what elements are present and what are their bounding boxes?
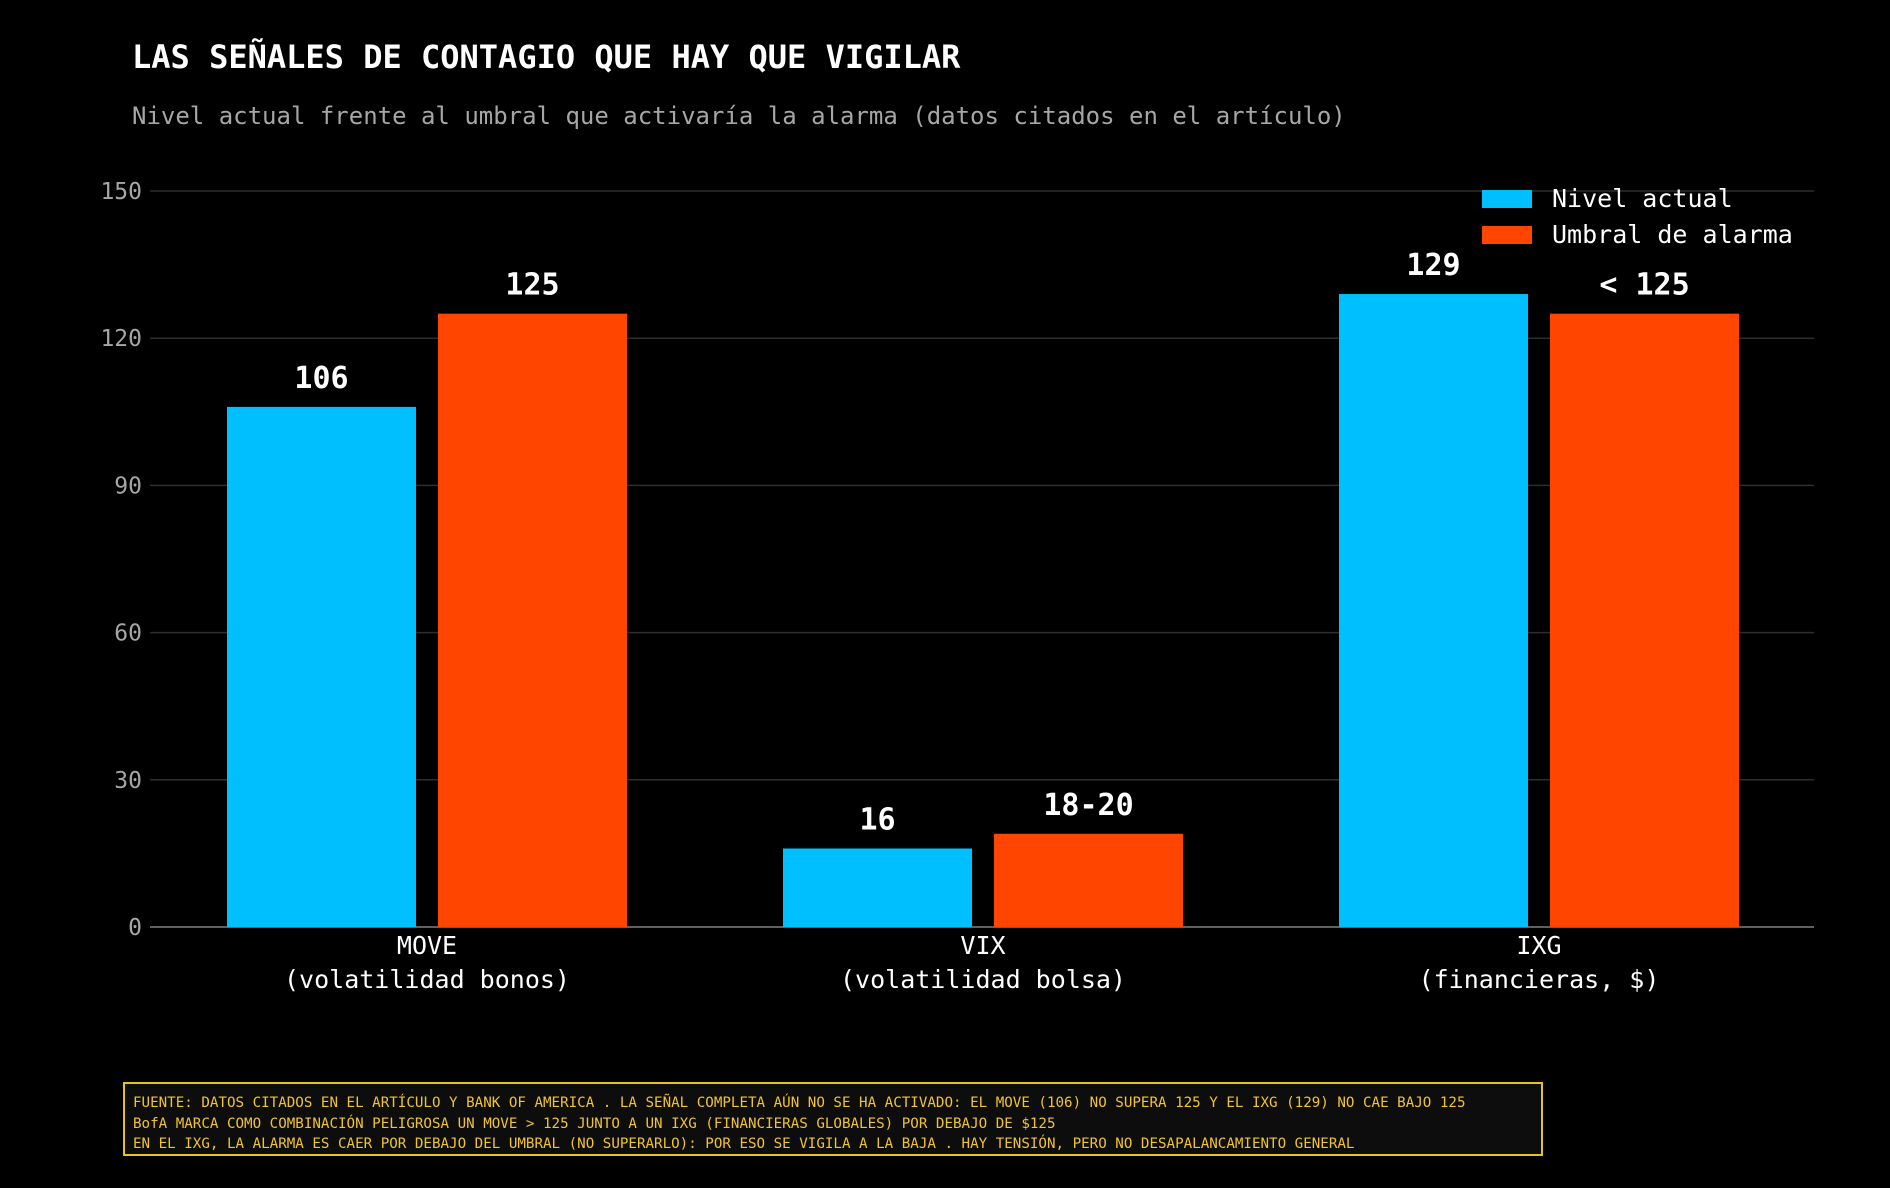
x-tick-label: (volatilidad bolsa) bbox=[840, 965, 1126, 994]
legend-label: Nivel actual bbox=[1552, 184, 1733, 213]
x-axis-ticks: MOVE (volatilidad bonos) VIX (volatilidad b… bbox=[284, 931, 1659, 994]
legend: Nivel actual Umbral de alarma bbox=[1482, 184, 1793, 249]
grid-lines bbox=[150, 190, 1814, 928]
source-note-line: FUENTE: DATOS CITADOS EN EL ARTÍCULO Y B… bbox=[133, 1095, 1466, 1111]
bar bbox=[1550, 313, 1739, 928]
bar bbox=[438, 313, 627, 928]
x-tick-label: VIX bbox=[960, 931, 1005, 960]
bar-value-label: 16 bbox=[859, 802, 895, 837]
data-labels: 106 125 16 18-20 129 < 125 bbox=[294, 248, 1689, 837]
y-tick-label: 60 bbox=[114, 621, 142, 647]
bar bbox=[994, 833, 1183, 927]
bar-value-label: 18-20 bbox=[1043, 788, 1133, 823]
y-tick-label: 150 bbox=[100, 179, 142, 205]
bar-value-label: < 125 bbox=[1599, 268, 1689, 303]
y-tick-label: 30 bbox=[114, 768, 142, 794]
x-tick-label: (volatilidad bonos) bbox=[284, 965, 570, 994]
bar-value-label: 129 bbox=[1406, 248, 1460, 283]
y-axis-ticks: 0 30 60 90 120 150 bbox=[100, 179, 142, 941]
source-note-line: EN EL IXG, LA ALARMA ES CAER POR DEBAJO … bbox=[133, 1136, 1355, 1152]
bars bbox=[227, 294, 1739, 928]
x-tick-label: IXG bbox=[1516, 931, 1561, 960]
source-note: FUENTE: DATOS CITADOS EN EL ARTÍCULO Y B… bbox=[123, 1082, 1543, 1156]
legend-swatch bbox=[1482, 190, 1532, 208]
y-tick-label: 120 bbox=[100, 326, 142, 352]
bar-chart: 0 30 60 90 120 150 106 125 16 18-20 129 < 125 MOVE… bbox=[100, 179, 1814, 994]
bar bbox=[783, 848, 972, 927]
chart-title: LAS SEÑALES DE CONTAGIO QUE HAY QUE VIGI… bbox=[132, 38, 961, 76]
y-tick-label: 0 bbox=[128, 915, 142, 941]
y-tick-label: 90 bbox=[114, 473, 142, 499]
legend-swatch bbox=[1482, 226, 1532, 244]
bar bbox=[227, 406, 416, 928]
x-tick-label: MOVE bbox=[397, 931, 457, 960]
legend-label: Umbral de alarma bbox=[1552, 220, 1793, 249]
bar-value-label: 106 bbox=[294, 361, 348, 396]
bar bbox=[1339, 294, 1528, 927]
bar-value-label: 125 bbox=[505, 268, 559, 303]
chart-subtitle: Nivel actual frente al umbral que activa… bbox=[132, 102, 1346, 130]
source-note-line: BofA MARCA COMO COMBINACIÓN PELIGROSA UN… bbox=[133, 1115, 1056, 1132]
x-tick-label: (financieras, $) bbox=[1419, 965, 1660, 994]
